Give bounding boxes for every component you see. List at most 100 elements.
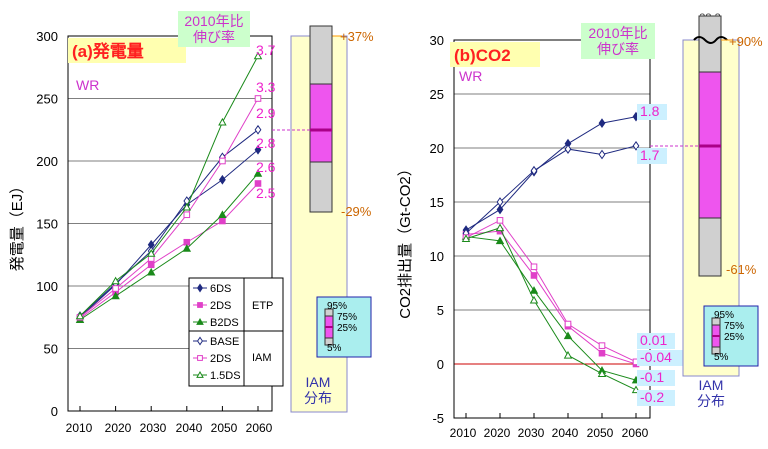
- mini-legend-label: 95%: [714, 310, 734, 321]
- series-line: [465, 236, 637, 381]
- data-point: [598, 342, 606, 349]
- p95-label: +37%: [340, 29, 374, 44]
- growth-label: 3.3: [256, 79, 276, 95]
- data-point: [146, 267, 156, 276]
- y-tick-label: 15: [430, 195, 444, 210]
- data-point: [529, 286, 539, 294]
- data-point: [254, 180, 262, 187]
- series-line: [465, 227, 637, 391]
- mini-legend-label: 75%: [337, 312, 357, 323]
- plot-frame: [453, 39, 651, 419]
- data-point: [183, 211, 191, 219]
- mini-legend-label: 75%: [724, 321, 744, 332]
- data-point: [530, 272, 538, 279]
- y-tick-label: 100: [36, 279, 58, 294]
- data-point: [598, 149, 606, 160]
- growth-label: 2.8: [256, 135, 276, 151]
- growth-label: 2.5: [256, 185, 276, 201]
- growth-label: -0.04: [640, 349, 672, 365]
- growth-label-bg: [637, 370, 675, 386]
- data-point: [146, 249, 156, 257]
- data-point: [218, 210, 227, 218]
- legend-label: 2DS: [210, 300, 231, 312]
- growth-label: 1.8: [640, 103, 660, 119]
- data-point: [147, 261, 155, 269]
- data-point: [111, 291, 120, 300]
- data-point: [218, 174, 226, 185]
- data-point: [219, 217, 226, 225]
- x-tick-label: 2030: [140, 421, 167, 435]
- legend-item: B2DS: [193, 317, 239, 329]
- mini-legend-label: 25%: [337, 323, 357, 334]
- axis-break-icon: [693, 36, 728, 44]
- x-tick-label: 2020: [484, 426, 511, 440]
- y-tick-label: 150: [36, 217, 58, 232]
- x-tick-label: 2060: [246, 421, 273, 435]
- data-point: [530, 263, 538, 271]
- y-tick-label: -5: [432, 411, 444, 426]
- legend-marker: [196, 317, 204, 325]
- data-point: [112, 285, 119, 292]
- growth-label-bg: [637, 148, 667, 164]
- series-iam-2ds: [462, 217, 640, 366]
- panel-title-box: [450, 42, 540, 67]
- series-etp-b2ds: [75, 169, 263, 323]
- p5-label: -29%: [341, 204, 372, 219]
- legend-label: BASE: [210, 336, 239, 348]
- plot-frame: [67, 35, 273, 412]
- series-legend: 6DS 2DS B2DS BASE 2DS 1.5DS ETP IAM: [188, 277, 284, 387]
- series-line: [79, 55, 259, 317]
- series-iam-15ds: [75, 51, 263, 320]
- data-point: [597, 369, 607, 377]
- y-tick-label: 10: [430, 249, 444, 264]
- growth-label-bg: [637, 104, 667, 120]
- y-axis-label: 発電量（EJ）: [9, 179, 26, 272]
- ratio-title: 2010年比伸び率: [588, 25, 647, 57]
- growth-label: 3.7: [256, 42, 276, 58]
- y-tick-label: 25: [430, 87, 444, 102]
- x-tick-label: 2060: [622, 426, 649, 440]
- data-point: [495, 236, 505, 245]
- data-point: [563, 350, 573, 359]
- ratio-title-line: 伸び率: [597, 41, 639, 57]
- iam-caption-line: IAM: [306, 374, 331, 390]
- ratio-title-box: [581, 23, 655, 59]
- growth-label: 2.9: [256, 105, 276, 121]
- growth-label: 1.7: [640, 147, 660, 163]
- data-point: [496, 217, 504, 224]
- data-point: [529, 295, 539, 304]
- iam-caption-line: 分布: [304, 390, 332, 406]
- growth-label: -0.2: [640, 389, 664, 405]
- series-etp-6ds: [462, 111, 640, 235]
- box-iqr: [309, 83, 333, 163]
- x-tick-label: 2010: [450, 426, 477, 440]
- legend-group-etp: ETP: [252, 300, 273, 312]
- growth-label-bg: [637, 350, 683, 366]
- iam-caption-line: IAM: [699, 377, 724, 393]
- series-etp-b2ds: [461, 232, 641, 384]
- data-point: [254, 95, 262, 102]
- growth-label-bg: [637, 390, 675, 406]
- legend-item: BASE: [193, 336, 239, 348]
- ratio-title-box: [178, 11, 250, 47]
- series-line: [79, 173, 259, 321]
- panel-b: -5 0 5 10 15 20 25 30 2010 2020 2030 2040 2050 2060 CO…: [397, 23, 683, 440]
- mini-legend-label: 25%: [724, 332, 744, 343]
- legend-item: 2DS: [193, 300, 231, 312]
- ratio-title: 2010年比伸び率: [184, 13, 243, 45]
- iam-caption: IAM 分布: [697, 377, 725, 409]
- series-line: [79, 149, 259, 318]
- data-point: [182, 244, 192, 252]
- legend-marker: [196, 283, 204, 293]
- mini-legend-label: 5%: [714, 352, 729, 363]
- p95-label: +90%: [729, 34, 763, 49]
- growth-label: -0.1: [640, 369, 664, 385]
- y-tick-label: 0: [51, 404, 58, 419]
- y-axis-label: CO2排出量（Gt-CO2）: [397, 161, 414, 319]
- panel-title: (b)CO2: [454, 46, 511, 65]
- series-iam-base: [462, 140, 640, 239]
- legend-item: 6DS: [193, 283, 231, 295]
- x-tick-label: 2040: [552, 426, 579, 440]
- region-label: WR: [76, 77, 99, 93]
